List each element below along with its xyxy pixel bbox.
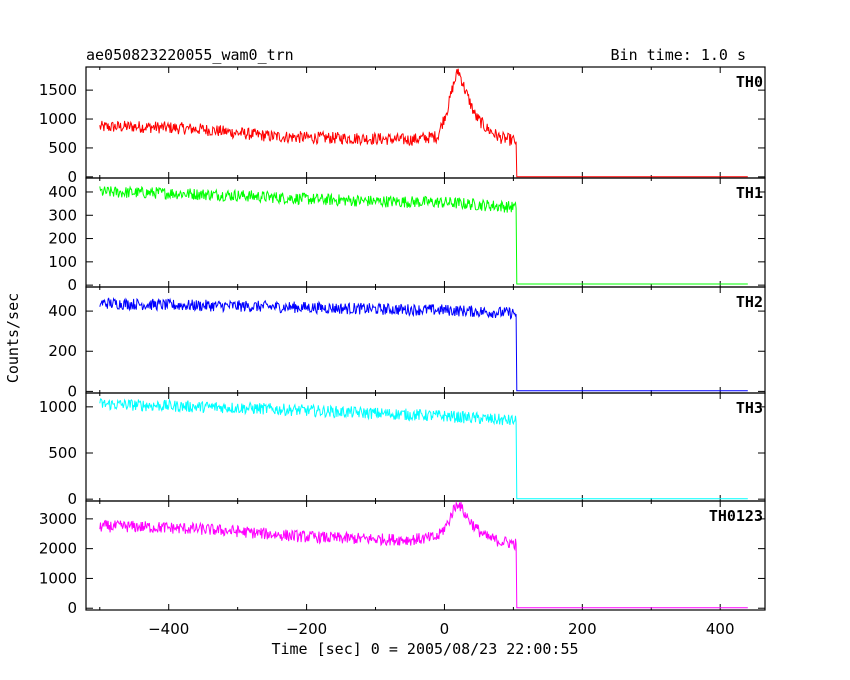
y-tick-label: 0 [67, 490, 77, 508]
bin-time-label: Bin time: 1.0 s [611, 46, 746, 64]
chart-title: ae050823220055_wam0_trn [86, 46, 294, 64]
panel-label: TH3 [736, 399, 763, 417]
panel-th2: 0 200 400 TH2 [48, 286, 766, 400]
y-tick-label: 0 [67, 382, 77, 400]
y-axis-label: Counts/sec [4, 293, 22, 383]
panel-th1: 0 100 200 300 400 TH1 [48, 177, 766, 294]
x-tick-label: 400 [706, 620, 735, 638]
y-tick-label: 0 [67, 168, 77, 186]
y-tick-label: 1000 [39, 569, 77, 587]
x-axis-label: Time [sec] 0 = 2005/08/23 22:00:55 [271, 640, 578, 658]
panel-frame [85, 500, 766, 611]
y-tick-label: 400 [48, 302, 77, 320]
y-tick-label: 1500 [39, 81, 77, 99]
panel-label: TH2 [736, 293, 763, 311]
y-tick-label: 1000 [39, 110, 77, 128]
series-line-th2 [99, 296, 748, 392]
panel-th3: 0 500 1000 TH3 [39, 392, 766, 508]
y-tick-label: 200 [48, 342, 77, 360]
panel-label: TH1 [736, 184, 763, 202]
y-tick-label: 500 [48, 139, 77, 157]
panel-label: TH0123 [709, 507, 763, 525]
x-tick-label: −400 [148, 620, 189, 638]
panel-th0: 0 500 1000 1500 TH0 [39, 66, 766, 186]
y-tick-label: 500 [48, 444, 77, 462]
y-tick-label: 0 [67, 599, 77, 617]
panel-label: TH0 [736, 73, 763, 91]
series-line-th0 [99, 68, 748, 178]
series-line-th1 [99, 185, 748, 285]
x-tick-label: −200 [286, 620, 327, 638]
y-tick-label: 100 [48, 253, 77, 271]
x-tick-label: 0 [440, 620, 450, 638]
y-tick-label: 3000 [39, 510, 77, 528]
x-tick-label: 200 [568, 620, 597, 638]
y-tick-label: 400 [48, 183, 77, 201]
y-tick-label: 0 [67, 276, 77, 294]
y-tick-label: 200 [48, 230, 77, 248]
panel-frame [85, 66, 766, 179]
series-line-th3 [99, 398, 748, 500]
panel-th0123: 0 1000 2000 3000 TH0123 [39, 500, 766, 617]
y-tick-label: 2000 [39, 540, 77, 558]
panel-frame [85, 392, 766, 502]
panel-frame [85, 177, 766, 288]
y-tick-label: 1000 [39, 398, 77, 416]
panels-group: 0 500 1000 1500 TH0 0 100 200 300 400 TH1 0 200 400 TH… [39, 66, 766, 638]
series-line-th0123 [99, 500, 748, 609]
y-tick-label: 300 [48, 206, 77, 224]
